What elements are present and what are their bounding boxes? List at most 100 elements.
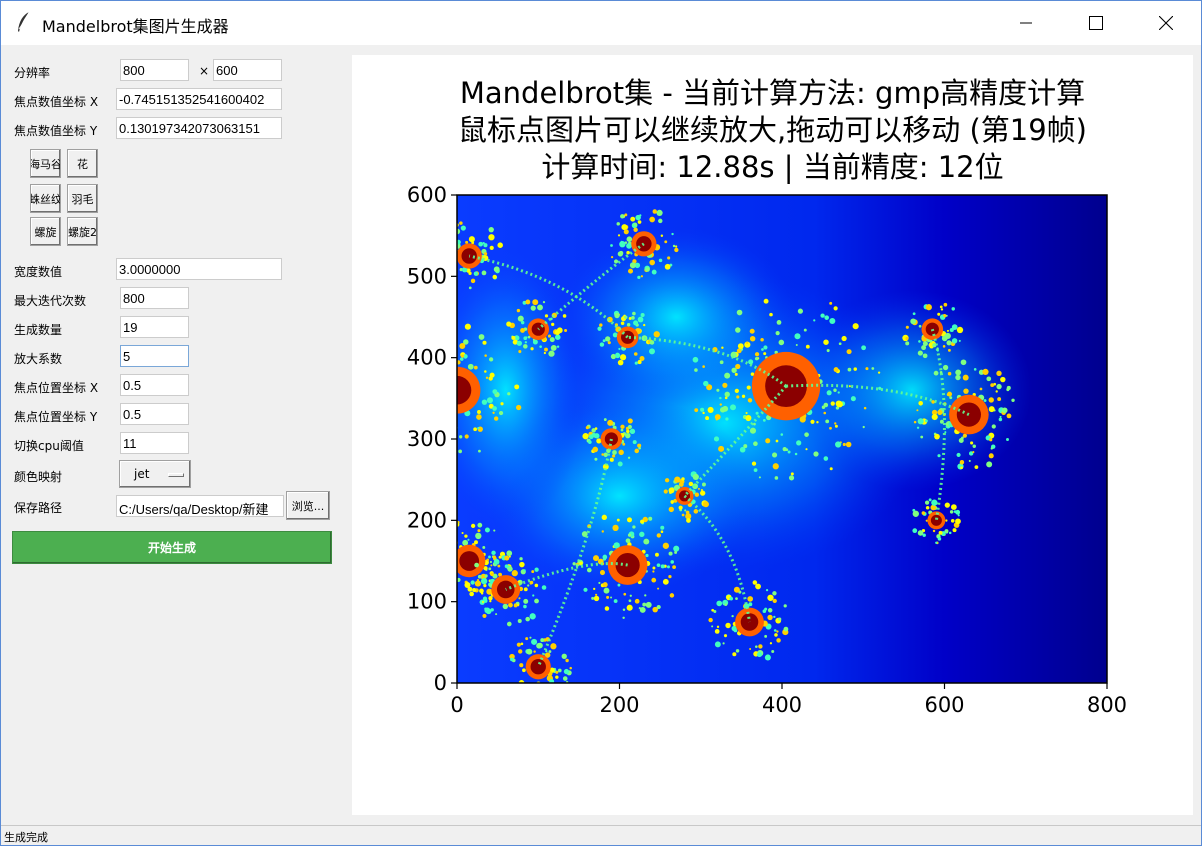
fractal-filament: [620, 321, 625, 326]
fractal-filament: [586, 567, 592, 573]
resolution-height-input[interactable]: 600: [213, 59, 282, 81]
fractal-filament: [990, 383, 995, 388]
fractal-filament: [637, 443, 642, 448]
preset-flower-button[interactable]: 花: [67, 149, 98, 178]
generate-button[interactable]: 开始生成: [12, 531, 332, 564]
preset-spiral-button[interactable]: 螺旋: [30, 217, 61, 246]
title-bar[interactable]: Mandelbrot集图片生成器: [1, 1, 1201, 45]
fractal-filament: [460, 225, 466, 231]
preset-spiral2-button[interactable]: 螺旋2: [67, 217, 98, 246]
fractal-filament: [664, 263, 671, 270]
fractal-filament: [408, 369, 414, 375]
fractal-filament: [749, 647, 752, 650]
fractal-filament: [495, 613, 498, 616]
minimize-button[interactable]: [1003, 1, 1049, 45]
fractal-filament: [541, 585, 547, 590]
fractal-filament: [986, 461, 993, 468]
focus-y-input[interactable]: 0.130197342073063151: [116, 117, 282, 139]
focus-pos-x-input[interactable]: 0.5: [120, 374, 189, 396]
fractal-filament: [540, 685, 546, 691]
fractal-filament: [565, 658, 569, 663]
fractal-filament: [465, 240, 469, 244]
fractal-filament: [478, 334, 485, 340]
fractal-filament: [397, 359, 402, 364]
max-iter-input[interactable]: 800: [120, 287, 189, 309]
fractal-filament: [619, 354, 627, 361]
fractal-filament: [518, 649, 523, 654]
fractal-filament: [489, 600, 492, 603]
save-path-input[interactable]: C:/Users/qa/Desktop/新建: [116, 495, 284, 517]
fractal-filament: [706, 384, 713, 391]
fractal-filament: [764, 654, 771, 661]
fractal-filament: [668, 575, 672, 579]
fractal-filament: [448, 418, 450, 420]
fractal-filament: [459, 435, 463, 439]
fractal-filament: [988, 453, 994, 459]
fractal-filament: [481, 399, 488, 405]
fractal-filament: [506, 550, 513, 557]
fractal-filament: [735, 597, 738, 601]
fractal-filament: [612, 454, 616, 458]
fractal-filament: [619, 240, 626, 248]
fractal-filament: [520, 642, 524, 646]
fractal-filament: [719, 403, 722, 406]
close-button[interactable]: [1143, 1, 1189, 45]
fractal-filament: [737, 343, 744, 350]
fractal-filament: [983, 399, 987, 402]
maximize-button[interactable]: [1073, 1, 1119, 45]
width-value-input[interactable]: 3.0000000: [116, 258, 282, 280]
fractal-filament: [774, 476, 779, 480]
preset-feather-button[interactable]: 羽毛: [67, 184, 98, 213]
fractal-filament: [998, 417, 1003, 422]
zoom-factor-input[interactable]: 5: [120, 345, 189, 367]
fractal-filament: [671, 232, 674, 236]
fractal-filament: [599, 323, 603, 327]
fractal-filament: [769, 312, 773, 317]
colormap-select[interactable]: jet: [119, 460, 191, 488]
fractal-filament: [449, 415, 453, 419]
fractal-filament: [547, 692, 551, 696]
focus-x-input[interactable]: -0.745151352541600402: [116, 88, 282, 110]
fractal-filament: [1011, 398, 1015, 403]
mandelbrot-plot[interactable]: 0 200 400 600 800 0 100 200 300 400 500 600: [352, 55, 1193, 755]
fractal-filament: [924, 500, 930, 505]
fractal-filament: [457, 239, 461, 245]
preset-seahorse-button[interactable]: 海马谷: [30, 149, 61, 178]
fractal-filament: [668, 551, 673, 556]
fractal-filament: [946, 340, 952, 346]
fractal-filament: [1001, 407, 1008, 414]
fractal-filament: [639, 214, 642, 217]
fractal-filament: [942, 364, 949, 371]
fractal-filament: [989, 438, 993, 442]
fractal-filament: [633, 352, 638, 356]
fractal-filament: [829, 467, 833, 471]
fractal-filament: [649, 340, 655, 345]
fractal-filament: [602, 339, 606, 343]
fractal-filament: [504, 555, 510, 561]
preset-spiderweb-button[interactable]: 蛛丝纹: [30, 184, 61, 213]
resolution-width-input[interactable]: 800: [120, 59, 189, 81]
fractal-filament: [502, 603, 509, 610]
focus-y-label: 焦点数值坐标 Y: [14, 124, 98, 138]
fractal-filament: [483, 598, 488, 603]
fractal-filament: [452, 252, 457, 257]
fractal-filament: [645, 553, 649, 558]
fractal-filament: [755, 411, 759, 415]
fractal-filament: [705, 416, 710, 421]
fractal-filament: [949, 327, 954, 333]
fractal-filament: [498, 572, 503, 577]
feather-icon: [18, 11, 30, 32]
fractal-filament: [991, 424, 996, 429]
fractal-filament: [450, 534, 453, 537]
fractal-filament: [662, 578, 669, 585]
fractal-filament: [956, 326, 964, 334]
fractal-filament: [599, 342, 605, 347]
count-input[interactable]: 19: [120, 316, 189, 338]
fractal-filament: [748, 359, 754, 365]
fractal-filament: [692, 473, 699, 481]
focus-pos-y-input[interactable]: 0.5: [120, 403, 189, 425]
y-tick-label: 500: [407, 264, 447, 288]
browse-button[interactable]: 浏览...: [286, 491, 330, 520]
fractal-filament: [758, 476, 761, 479]
cpu-threshold-input[interactable]: 11: [120, 432, 189, 454]
